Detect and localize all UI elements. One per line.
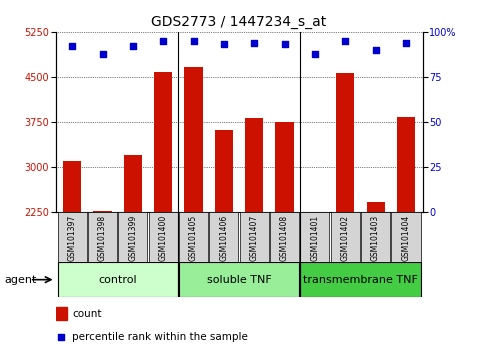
Bar <box>331 212 360 262</box>
Bar <box>245 118 263 212</box>
Bar <box>124 155 142 212</box>
Text: control: control <box>99 275 137 285</box>
Bar <box>391 212 421 262</box>
Bar <box>270 212 299 262</box>
Text: percentile rank within the sample: percentile rank within the sample <box>72 332 248 342</box>
Point <box>69 44 76 49</box>
Bar <box>397 117 415 212</box>
Point <box>311 51 319 56</box>
Text: GSM101402: GSM101402 <box>341 215 350 261</box>
Bar <box>118 212 147 262</box>
Text: GSM101407: GSM101407 <box>250 215 259 261</box>
Bar <box>336 73 355 212</box>
Bar <box>185 67 203 212</box>
Text: count: count <box>72 309 102 319</box>
Point <box>129 44 137 49</box>
Bar <box>240 212 269 262</box>
Text: GSM101403: GSM101403 <box>371 215 380 261</box>
Point <box>190 38 198 44</box>
Bar <box>300 212 329 262</box>
Bar <box>57 262 178 297</box>
Bar <box>300 262 421 297</box>
Bar <box>94 211 112 212</box>
Bar <box>56 307 67 320</box>
Point <box>159 38 167 44</box>
Bar <box>57 212 87 262</box>
Bar <box>215 130 233 212</box>
Bar <box>275 122 294 212</box>
Text: GSM101405: GSM101405 <box>189 215 198 261</box>
Point <box>99 51 106 56</box>
Bar <box>88 212 117 262</box>
Bar <box>149 212 178 262</box>
Text: GSM101408: GSM101408 <box>280 215 289 261</box>
Point <box>402 40 410 46</box>
Point <box>281 42 288 47</box>
Point <box>341 38 349 44</box>
Text: transmembrane TNF: transmembrane TNF <box>303 275 418 285</box>
Text: GSM101398: GSM101398 <box>98 215 107 261</box>
Bar <box>367 201 384 212</box>
Bar <box>361 212 390 262</box>
Bar <box>179 262 299 297</box>
Text: GSM101400: GSM101400 <box>159 215 168 261</box>
Point <box>220 42 228 47</box>
Text: GSM101401: GSM101401 <box>311 215 319 261</box>
Bar <box>63 161 81 212</box>
Bar <box>179 212 208 262</box>
Bar <box>209 212 239 262</box>
Bar <box>154 72 172 212</box>
Point <box>372 47 380 53</box>
Text: soluble TNF: soluble TNF <box>207 275 271 285</box>
Text: GSM101406: GSM101406 <box>219 215 228 261</box>
Text: agent: agent <box>5 275 37 285</box>
Text: GSM101399: GSM101399 <box>128 215 137 261</box>
Text: GSM101397: GSM101397 <box>68 215 77 261</box>
Point <box>57 334 65 339</box>
Point <box>250 40 258 46</box>
Text: GSM101404: GSM101404 <box>401 215 411 261</box>
Title: GDS2773 / 1447234_s_at: GDS2773 / 1447234_s_at <box>152 16 327 29</box>
